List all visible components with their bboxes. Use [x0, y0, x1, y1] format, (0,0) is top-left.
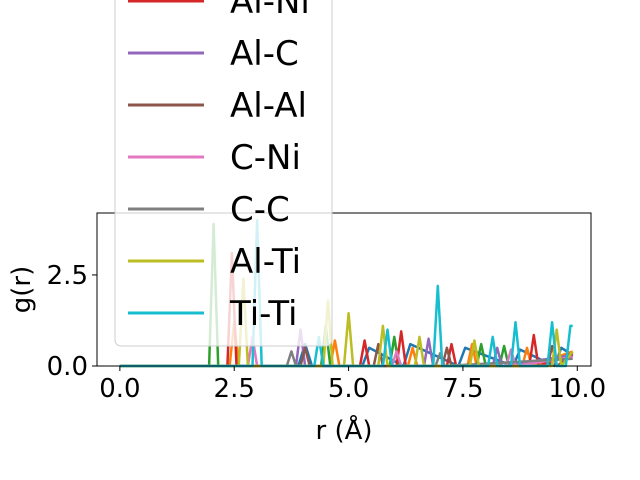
y-tick-label: 2.5	[47, 261, 88, 291]
y-axis-label: g(r)	[7, 266, 37, 313]
y-tick-label: 0.0	[47, 352, 88, 382]
legend-label-al-ni: Al-Ni	[230, 0, 310, 22]
legend-label-al-ti: Al-Ti	[230, 242, 301, 282]
plot-frame	[96, 212, 592, 367]
legend-label-c-ni: C-Ni	[230, 138, 301, 178]
series-line-ni-ti	[119, 321, 574, 368]
legend-label-al-al: Al-Al	[230, 86, 307, 126]
x-tick-label: 2.5	[214, 374, 255, 404]
x-tick-label: 5.0	[328, 374, 369, 404]
legend-label-c-c: C-C	[230, 190, 290, 230]
y-axis: 0.0 2.5	[47, 261, 97, 382]
legend-label-al-c: Al-C	[230, 34, 299, 74]
legend-frame	[114, 0, 333, 347]
x-tick-label: 10.0	[548, 374, 606, 404]
legend-label-ti-ti: Ti-Ti	[229, 294, 298, 334]
x-tick-label: 0.0	[99, 374, 140, 404]
legend: Al-Ni Al-C Al-Al C-Ni C-C Al-Ti Ti-Ti	[114, 0, 333, 347]
x-tick-label: 7.5	[442, 374, 483, 404]
x-axis: 0.0 2.5 5.0 7.5 10.0	[99, 366, 606, 404]
x-axis-label: r (Å)	[315, 414, 372, 446]
